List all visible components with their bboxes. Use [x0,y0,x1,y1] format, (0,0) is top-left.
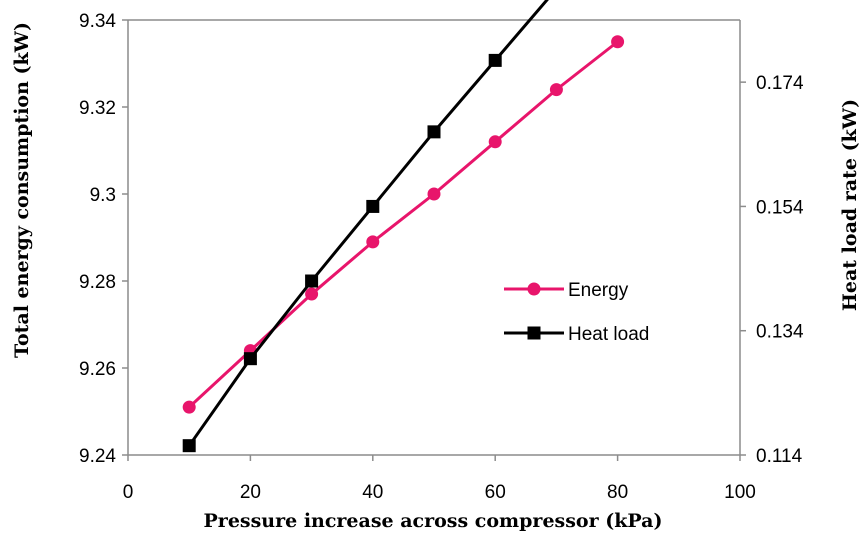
heat-load-data-point [182,439,196,453]
right-y-axis-title: Heat load rate (kW) [839,99,861,311]
ticks: 9.24 9.26 9.28 9.3 9.32 9.34 0.114 0.134 0.154 0.… [79,11,804,503]
right-y-tick-label: 0.154 [756,197,804,218]
right-y-tick-label: 0.174 [756,73,804,94]
energy-data-point [611,35,625,49]
x-tick-label: 40 [362,482,383,503]
energy-data-point [427,187,441,201]
energy-data-point [366,235,380,249]
x-tick-label: 80 [607,482,628,503]
heat-load-data-point [366,199,380,213]
x-tick-label: 0 [123,482,134,503]
energy-data-point [488,135,502,149]
legend-heat-load-label: Heat load [568,324,649,345]
left-y-tick-label: 9.32 [79,98,116,119]
right-y-tick-label: 0.134 [756,322,804,343]
heat-load-data-point [305,274,319,288]
energy-data-point [549,83,563,97]
x-tick-label: 20 [240,482,261,503]
x-tick-label: 100 [724,482,756,503]
legend: Energy Heat load [504,280,649,345]
legend-heat-load-marker [527,326,541,340]
heat-load-data-point [243,352,257,366]
energy-series-line [188,40,619,409]
left-y-axis-title: Total energy consumption (kW) [11,22,33,358]
axes [127,19,741,456]
x-axis-title: Pressure increase across compressor (kPa… [204,510,663,532]
left-y-tick-label: 9.3 [90,185,116,206]
legend-energy-label: Energy [568,280,629,301]
energy-data-point [305,287,319,301]
left-y-tick-label: 9.26 [79,359,116,380]
heat-load-data-point [488,53,502,67]
heat-load-series-line [187,0,549,447]
x-tick-label: 60 [485,482,506,503]
legend-energy-marker [527,282,541,296]
left-y-tick-label: 9.24 [79,446,116,467]
left-y-tick-label: 9.28 [79,272,116,293]
heat-load-data-point [427,125,441,139]
right-y-tick-label: 0.114 [756,446,803,467]
series-layer [182,0,625,453]
left-y-tick-label: 9.34 [79,11,116,32]
energy-data-point [182,400,196,414]
